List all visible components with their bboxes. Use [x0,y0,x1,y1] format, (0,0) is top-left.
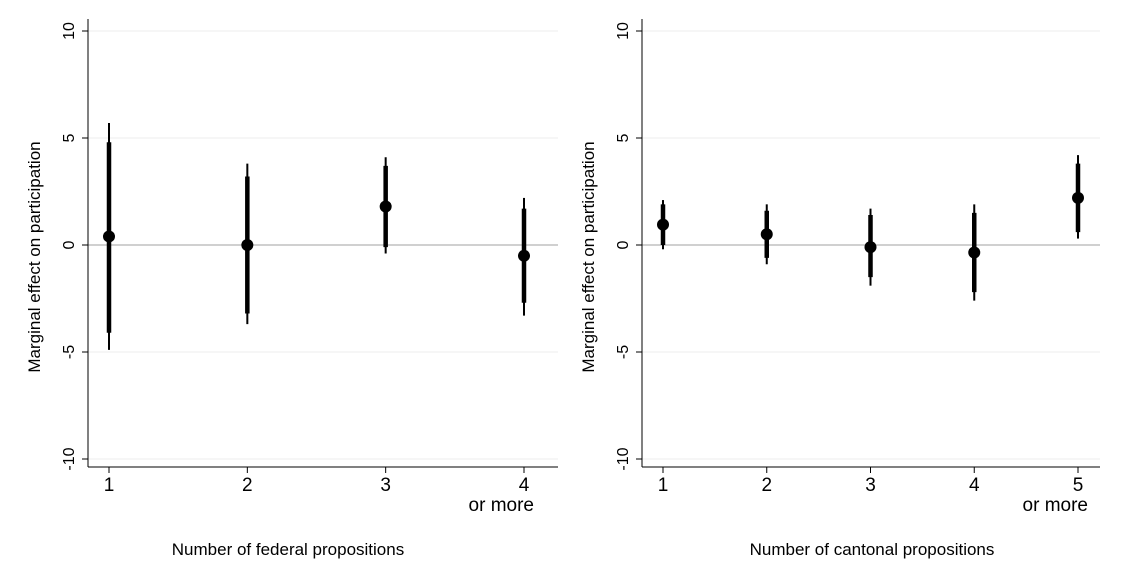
y-tick-label: 0 [615,240,632,249]
point-estimate [657,218,669,231]
point-estimate [968,246,981,259]
x-tick-label: 1 [658,475,669,496]
panel-federal: -10 -5 0 5 10 1 2 3 4or more Marginal effect on p… [25,19,558,559]
point-estimate [103,230,115,243]
x-tick-label: or more [469,495,534,516]
point-estimate [518,249,530,262]
x-tick-label: 2 [242,475,253,496]
y-tick-label: 10 [61,22,78,40]
y-axis-title: Marginal effect on participation [25,141,44,372]
x-axis-title: Number of cantonal propositions [750,540,995,559]
y-tick-label: -5 [61,345,78,359]
point-estimate [760,228,773,241]
point-estimate [864,241,877,254]
x-tick-label: 3 [865,475,876,496]
y-tick-label: 5 [61,133,78,142]
x-tick-label: 4 [969,475,980,496]
y-tick-label: -10 [615,447,632,470]
y-tick-label: 0 [61,240,78,249]
y-axis-title: Marginal effect on participation [579,141,598,372]
x-tick-label: or more [1023,495,1088,516]
x-tick-label: 5 [1073,475,1084,496]
point-estimate [1072,191,1084,204]
y-tick-label: 5 [615,133,632,142]
point-estimate [379,200,392,213]
x-tick-label: 1 [104,475,115,496]
x-tick-label: 4 [519,475,530,496]
y-tick-label: -10 [61,447,78,470]
x-tick-label: 3 [380,475,391,496]
x-axis-title: Number of federal propositions [172,540,404,559]
y-tick-label: -5 [615,345,632,359]
y-tick-label: 10 [615,22,632,40]
point-estimate [241,239,254,251]
x-tick-label: 2 [761,475,772,496]
